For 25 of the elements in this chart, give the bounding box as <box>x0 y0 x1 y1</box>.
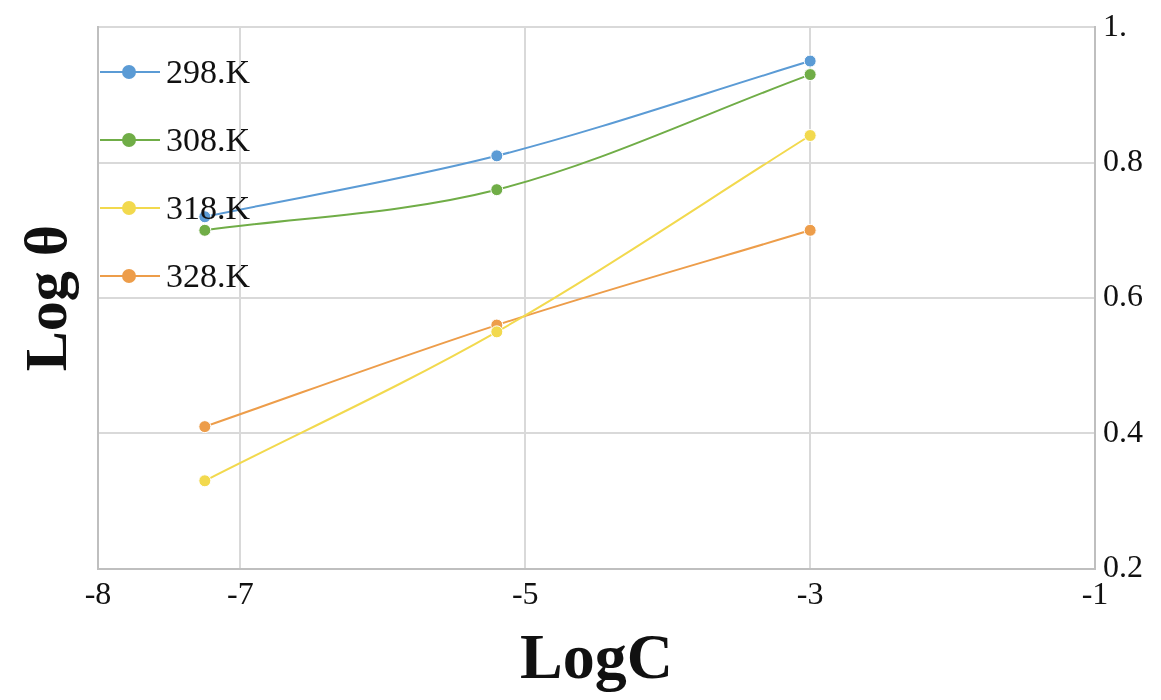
x-tick-label: -7 <box>227 575 254 612</box>
legend-label: 298.K <box>166 53 251 91</box>
legend-label: 328.K <box>166 257 251 295</box>
point <box>490 325 504 339</box>
point <box>803 223 817 237</box>
y-tick-label: 0.8 <box>1103 142 1143 179</box>
point <box>803 68 817 82</box>
x-tick-label: -3 <box>796 575 824 612</box>
point <box>198 420 212 434</box>
y-axis-title: Log θ <box>12 224 79 372</box>
point <box>490 149 504 163</box>
point <box>198 474 212 488</box>
y-tick-label: 0.2 <box>1103 548 1143 585</box>
legend-label: 318.K <box>166 189 251 227</box>
x-axis-title: LogC <box>520 621 673 693</box>
legend-label: 308.K <box>166 121 251 159</box>
point <box>490 183 504 197</box>
point <box>803 54 817 68</box>
point <box>803 129 817 143</box>
y-tick-label: 0.4 <box>1103 412 1143 449</box>
x-tick-label: -5 <box>511 575 539 612</box>
y-tick-label: 0.6 <box>1103 277 1143 314</box>
y-tick-label: 1. <box>1103 6 1127 43</box>
x-tick-label: -8 <box>84 575 112 612</box>
point <box>198 223 212 237</box>
